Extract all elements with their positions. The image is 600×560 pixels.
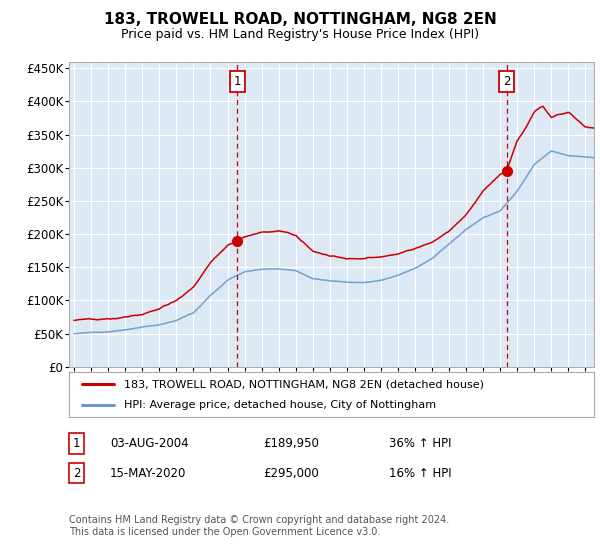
Text: 16% ↑ HPI: 16% ↑ HPI	[389, 466, 451, 480]
Text: 2: 2	[503, 75, 511, 88]
Text: 1: 1	[73, 437, 80, 450]
Text: 1: 1	[233, 75, 241, 88]
Text: HPI: Average price, detached house, City of Nottingham: HPI: Average price, detached house, City…	[124, 400, 436, 410]
Text: 36% ↑ HPI: 36% ↑ HPI	[389, 437, 451, 450]
Text: 15-MAY-2020: 15-MAY-2020	[110, 466, 186, 480]
Text: 183, TROWELL ROAD, NOTTINGHAM, NG8 2EN: 183, TROWELL ROAD, NOTTINGHAM, NG8 2EN	[104, 12, 496, 27]
Text: 2: 2	[73, 466, 80, 480]
Text: 03-AUG-2004: 03-AUG-2004	[110, 437, 188, 450]
Text: 183, TROWELL ROAD, NOTTINGHAM, NG8 2EN (detached house): 183, TROWELL ROAD, NOTTINGHAM, NG8 2EN (…	[124, 380, 484, 390]
Text: £295,000: £295,000	[263, 466, 319, 480]
Text: Contains HM Land Registry data © Crown copyright and database right 2024.
This d: Contains HM Land Registry data © Crown c…	[69, 515, 449, 537]
Text: Price paid vs. HM Land Registry's House Price Index (HPI): Price paid vs. HM Land Registry's House …	[121, 28, 479, 41]
Text: £189,950: £189,950	[263, 437, 319, 450]
